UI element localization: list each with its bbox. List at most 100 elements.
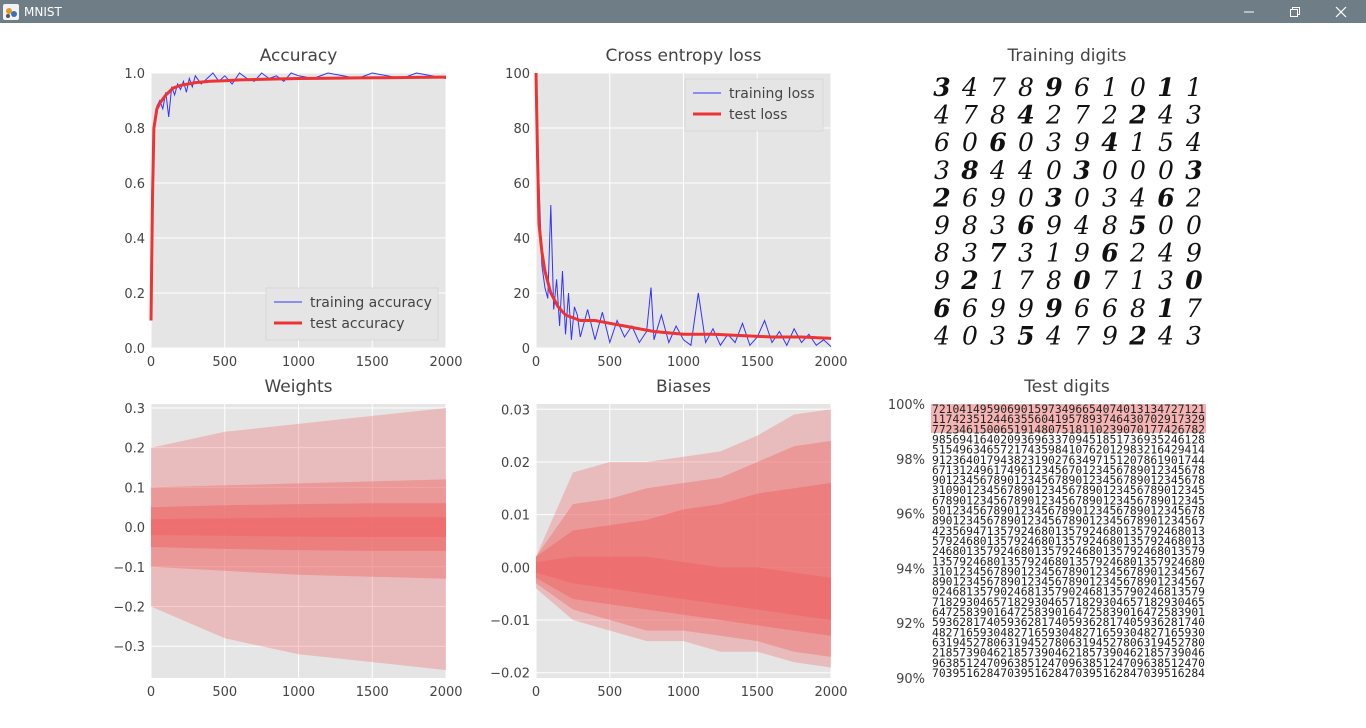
minimize-button[interactable] (1226, 0, 1272, 23)
training-digit: 1 (1130, 266, 1146, 295)
legend-label: training loss (729, 86, 815, 102)
y-tick-label: 0.0 (124, 521, 145, 536)
x-tick-label: 0 (532, 685, 540, 700)
training-digit: 9 (934, 266, 950, 295)
training-digit: 6 (962, 183, 978, 212)
training-digit: 7 (1102, 266, 1118, 295)
close-button[interactable] (1318, 0, 1364, 23)
training-digit: 4 (933, 321, 950, 350)
training-digit: 9 (1045, 73, 1062, 102)
training-digit: 4 (1101, 128, 1118, 157)
training-digit: 3 (1045, 183, 1062, 212)
training-digit: 1 (1186, 73, 1202, 102)
test-digit-row: 7039516284703951628470395162847039516284 (932, 667, 1205, 680)
training-digit: 9 (1074, 128, 1090, 157)
training-digit: 1 (990, 266, 1006, 295)
training-digit: 3 (962, 239, 978, 268)
x-tick-label: 1500 (741, 685, 774, 700)
y-tick-label: 0.4 (124, 232, 145, 247)
training-digit: 9 (934, 211, 950, 240)
test-digit-row: 6319452780631945278063194527806319452780 (932, 636, 1205, 649)
training-digit: 2 (932, 183, 950, 212)
x-tick-label: 2000 (814, 355, 847, 370)
test-digit-row: 4827165930482716593048271659304827165930 (932, 626, 1205, 639)
y-tick-label: 90% (896, 672, 925, 687)
training-digit: 9 (1186, 239, 1202, 268)
restore-icon (1290, 6, 1300, 17)
misclassified-highlight (931, 404, 1206, 433)
y-tick-label: 0.3 (124, 402, 145, 417)
chart-title: Accuracy (260, 46, 338, 66)
training-digit: 0 (1074, 183, 1090, 212)
x-tick-label: 1500 (356, 355, 389, 370)
test-digit-row: 5792468013579246801357924680135792468013 (932, 535, 1205, 548)
training-digit: 1 (1130, 128, 1146, 157)
test-digit-row: 8901234567890123456789012345678901234567 (932, 576, 1205, 589)
training-digit: 4 (1129, 183, 1146, 212)
band-3 (151, 517, 446, 537)
training-digit: 4 (1157, 101, 1174, 130)
x-tick-label: 500 (597, 685, 622, 700)
y-tick-label: −0.1 (113, 561, 145, 576)
training-digit: 3 (1102, 183, 1118, 212)
training-digit: 6 (1017, 211, 1034, 240)
training-digit: 0 (1102, 156, 1118, 185)
training-digit: 7 (990, 73, 1006, 102)
x-tick-label: 1000 (282, 355, 315, 370)
chart-1: Cross entropy loss 0 500 1000 1500 2000 0 20 40 6… (505, 46, 847, 370)
training-digits-title: Training digits (1006, 46, 1126, 66)
training-digit: 0 (1018, 183, 1034, 212)
training-digit: 3 (934, 156, 950, 185)
test-digit-row: 2468013579246801357924680135792468013579 (932, 545, 1205, 558)
x-tick-label: 500 (212, 355, 237, 370)
window-titlebar: MNIST (0, 0, 1366, 23)
training-digit: 3 (1185, 156, 1202, 185)
training-digit: 8 (1102, 211, 1118, 240)
training-digit: 2 (1045, 101, 1062, 130)
y-tick-label: 80 (513, 122, 530, 137)
restore-button[interactable] (1272, 0, 1318, 23)
y-tick-label: 20 (513, 287, 530, 302)
training-digit: 6 (962, 294, 978, 323)
training-digit: 0 (962, 321, 978, 350)
window-title: MNIST (24, 4, 62, 19)
training-digit: 6 (989, 128, 1006, 157)
y-tick-label: 0.6 (124, 177, 145, 192)
y-tick-label: 96% (896, 508, 925, 523)
x-tick-label: 1000 (667, 355, 700, 370)
training-digit: 7 (1186, 294, 1202, 323)
training-digit: 4 (989, 156, 1006, 185)
training-digit: 1 (1157, 294, 1174, 323)
training-digit: 4 (1185, 128, 1202, 157)
y-tick-label: 0.2 (124, 287, 145, 302)
training-digit: 6 (1102, 294, 1118, 323)
training-digit: 1 (1157, 73, 1174, 102)
training-digit: 5 (1017, 321, 1034, 350)
training-digit: 8 (1018, 73, 1034, 102)
training-digit: 6 (934, 128, 950, 157)
y-tick-label: 1.0 (124, 67, 145, 82)
test-digit-row: 8901234567890123456789012345678901234567 (932, 515, 1205, 528)
training-digit: 3 (1073, 156, 1090, 185)
x-tick-label: 500 (597, 355, 622, 370)
test-digits-panel: Test digits 100% 98% 96% 94% 92% 90% 7210414959… (888, 377, 1206, 687)
minimize-icon (1244, 11, 1254, 12)
test-digit-row: 7723461500651914807518110239070177426782 (932, 423, 1205, 436)
training-digit: 9 (1046, 211, 1062, 240)
training-digit: 0 (1130, 156, 1146, 185)
chart-3: Biases 0 500 1000 1500 2000 0.03 0.02 0.01 0.00 −0… (490, 377, 847, 700)
training-digit: 0 (1130, 73, 1146, 102)
training-digit: 6 (1074, 294, 1090, 323)
training-digit: 2 (1128, 101, 1146, 130)
training-digit: 4 (933, 101, 950, 130)
y-tick-label: 100 (505, 67, 530, 82)
series-line-1 (534, 72, 832, 340)
chart-title: Cross entropy loss (605, 46, 761, 66)
training-digit: 6 (1101, 239, 1118, 268)
training-digit: 3 (990, 321, 1006, 350)
training-digit: 8 (962, 211, 978, 240)
training-digit: 9 (990, 183, 1006, 212)
training-digit: 2 (1185, 183, 1202, 212)
